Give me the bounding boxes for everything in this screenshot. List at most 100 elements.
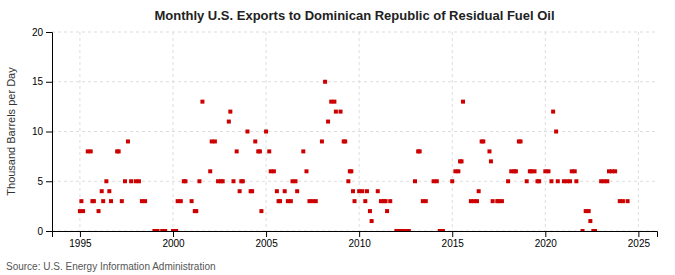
tick-label: 15 <box>32 76 44 87</box>
grid-line <box>52 81 657 82</box>
point <box>605 179 609 183</box>
y-axis-title: Thousand Barrels per Day <box>5 67 17 196</box>
point <box>323 80 327 84</box>
point <box>250 189 254 193</box>
tick-label: 2020 <box>535 238 558 249</box>
point <box>97 209 101 213</box>
point <box>104 179 108 183</box>
tick-mark <box>545 231 546 237</box>
tick-mark <box>46 32 52 33</box>
point <box>320 139 324 143</box>
point <box>424 199 428 203</box>
point <box>551 110 555 114</box>
grid-line <box>452 32 453 231</box>
point <box>363 199 367 203</box>
tick: 2020 <box>535 231 558 249</box>
point <box>208 169 212 173</box>
point <box>626 199 630 203</box>
tick: 2005 <box>255 231 278 249</box>
point <box>89 149 93 153</box>
point <box>460 159 464 163</box>
point <box>418 149 422 153</box>
tick-mark <box>173 231 174 237</box>
tick: 20 <box>32 27 52 38</box>
tick: 2010 <box>349 231 372 249</box>
tick-mark <box>46 231 52 232</box>
point <box>475 199 479 203</box>
point <box>258 149 262 153</box>
point <box>304 169 308 173</box>
point <box>334 110 338 114</box>
point <box>546 169 550 173</box>
point <box>613 169 617 173</box>
point <box>351 189 355 193</box>
point <box>117 149 121 153</box>
tick-label: 2015 <box>442 238 465 249</box>
tick-mark <box>46 132 52 133</box>
point <box>353 199 357 203</box>
tick: 1995 <box>69 231 92 249</box>
point <box>123 179 127 183</box>
point <box>301 149 305 153</box>
point <box>283 189 287 193</box>
point <box>385 209 389 213</box>
point <box>441 229 445 231</box>
tick: 2015 <box>442 231 465 249</box>
point <box>489 159 493 163</box>
tick-label: 10 <box>32 126 44 137</box>
point <box>156 229 160 231</box>
point <box>621 199 625 203</box>
point <box>491 199 495 203</box>
grid-line <box>638 32 639 231</box>
point <box>370 219 374 223</box>
point <box>278 199 282 203</box>
plot-area: 1995 2000 2005 2010 2015 2020 2025 0 5 10 15 20 <box>32 27 658 249</box>
point <box>213 139 217 143</box>
point <box>349 169 353 173</box>
point <box>554 130 558 134</box>
point <box>232 179 236 183</box>
point <box>587 209 591 213</box>
point <box>197 179 201 183</box>
point <box>519 139 523 143</box>
point <box>238 189 242 193</box>
point <box>525 179 529 183</box>
point <box>107 189 111 193</box>
point <box>376 189 380 193</box>
tick: 0 <box>37 226 52 237</box>
point <box>332 100 336 104</box>
point <box>174 229 178 231</box>
point <box>500 199 504 203</box>
point <box>264 130 268 134</box>
point <box>388 199 392 203</box>
tick: 2025 <box>628 231 651 249</box>
point <box>101 199 105 203</box>
point <box>456 169 460 173</box>
tick: 15 <box>32 76 52 87</box>
point <box>537 179 541 183</box>
point <box>573 169 577 173</box>
tick-label: 2010 <box>349 238 372 249</box>
point <box>293 179 297 183</box>
point <box>384 199 388 203</box>
point <box>450 179 454 183</box>
point <box>241 179 245 183</box>
point <box>477 189 481 193</box>
point <box>163 229 167 231</box>
point <box>245 130 249 134</box>
point <box>92 199 96 203</box>
point <box>267 149 271 153</box>
point <box>588 219 592 223</box>
point <box>365 189 369 193</box>
tick-label: 2000 <box>162 238 185 249</box>
point <box>194 209 198 213</box>
point <box>435 179 439 183</box>
point <box>343 139 347 143</box>
point <box>272 169 276 173</box>
point <box>326 120 330 124</box>
axis-line <box>46 33 53 232</box>
point <box>109 199 113 203</box>
tick-mark <box>359 231 360 237</box>
tick-label: 5 <box>37 176 43 187</box>
point <box>227 120 231 124</box>
